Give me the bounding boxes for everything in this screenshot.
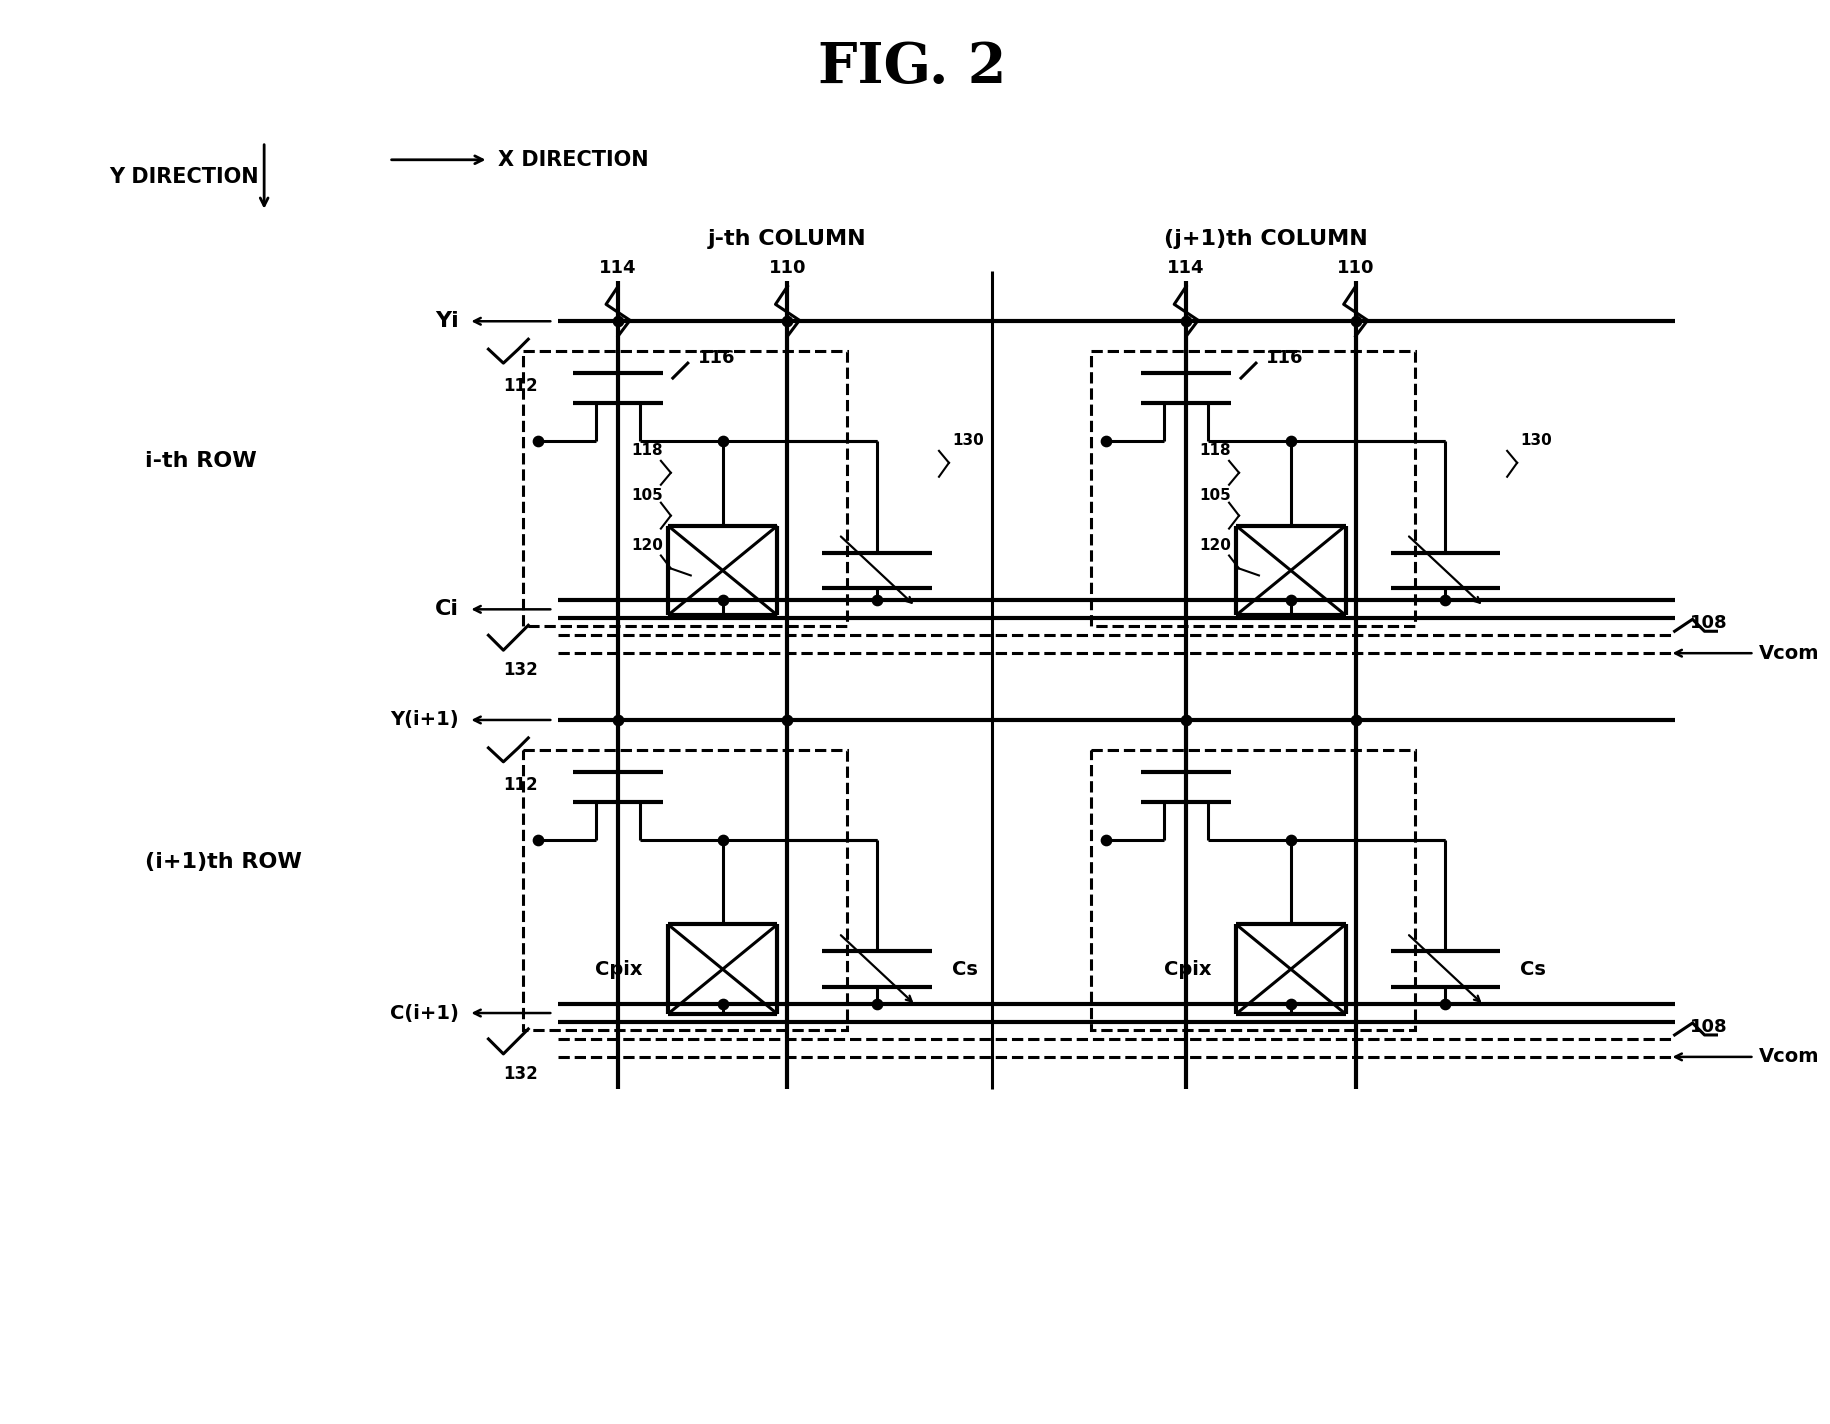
Text: Vcom: Vcom bbox=[1759, 644, 1819, 662]
Text: Yi: Yi bbox=[436, 312, 459, 332]
Text: (i+1)th ROW: (i+1)th ROW bbox=[145, 852, 302, 871]
Text: 120: 120 bbox=[631, 538, 662, 553]
Bar bbox=[523, 750, 847, 1030]
Text: 108: 108 bbox=[1689, 1018, 1728, 1037]
Text: 132: 132 bbox=[503, 661, 538, 679]
Text: FIG. 2: FIG. 2 bbox=[818, 40, 1006, 94]
Text: 105: 105 bbox=[631, 488, 662, 503]
Text: X DIRECTION: X DIRECTION bbox=[498, 150, 650, 169]
Text: Cs: Cs bbox=[1521, 960, 1546, 978]
Point bbox=[1276, 829, 1305, 852]
Text: 110: 110 bbox=[769, 259, 807, 278]
Point bbox=[708, 430, 737, 453]
Point bbox=[1276, 590, 1305, 612]
Bar bbox=[1091, 352, 1415, 627]
Point bbox=[523, 829, 553, 852]
Bar bbox=[523, 352, 847, 627]
Text: 130: 130 bbox=[952, 433, 985, 449]
Text: 120: 120 bbox=[1199, 538, 1232, 553]
Text: 116: 116 bbox=[697, 349, 736, 367]
Text: C(i+1): C(i+1) bbox=[390, 1004, 459, 1022]
Text: j-th COLUMN: j-th COLUMN bbox=[708, 228, 867, 249]
Point bbox=[604, 310, 633, 333]
Text: Y DIRECTION: Y DIRECTION bbox=[110, 167, 260, 187]
Text: Cpix: Cpix bbox=[595, 960, 642, 978]
Point bbox=[708, 590, 737, 612]
Text: Vcom: Vcom bbox=[1759, 1048, 1819, 1067]
Point bbox=[708, 993, 737, 1015]
Text: 114: 114 bbox=[598, 259, 637, 278]
Point bbox=[1341, 310, 1371, 333]
Point bbox=[862, 993, 891, 1015]
Text: 118: 118 bbox=[1199, 443, 1232, 459]
Point bbox=[1431, 590, 1460, 612]
Text: 112: 112 bbox=[503, 776, 538, 793]
Point bbox=[1171, 709, 1200, 732]
Text: (j+1)th COLUMN: (j+1)th COLUMN bbox=[1164, 228, 1367, 249]
Point bbox=[1093, 430, 1122, 453]
Text: Cpix: Cpix bbox=[1164, 960, 1211, 978]
Text: Ci: Ci bbox=[434, 600, 459, 619]
Point bbox=[1431, 993, 1460, 1015]
Text: 105: 105 bbox=[1199, 488, 1232, 503]
Point bbox=[523, 430, 553, 453]
Point bbox=[1341, 709, 1371, 732]
Text: i-th ROW: i-th ROW bbox=[145, 451, 256, 471]
Point bbox=[862, 590, 891, 612]
Point bbox=[1171, 310, 1200, 333]
Text: 112: 112 bbox=[503, 377, 538, 394]
Point bbox=[708, 829, 737, 852]
Point bbox=[772, 709, 802, 732]
Text: 114: 114 bbox=[1168, 259, 1204, 278]
Point bbox=[1276, 430, 1305, 453]
Point bbox=[1276, 993, 1305, 1015]
Text: Y(i+1): Y(i+1) bbox=[390, 711, 459, 729]
Point bbox=[772, 310, 802, 333]
Text: 116: 116 bbox=[1266, 349, 1303, 367]
Text: 130: 130 bbox=[1521, 433, 1552, 449]
Text: 108: 108 bbox=[1689, 614, 1728, 632]
Point bbox=[604, 709, 633, 732]
Text: 132: 132 bbox=[503, 1065, 538, 1082]
Point bbox=[1093, 829, 1122, 852]
Text: Cs: Cs bbox=[952, 960, 977, 978]
Text: 110: 110 bbox=[1338, 259, 1374, 278]
Bar bbox=[1091, 750, 1415, 1030]
Text: 118: 118 bbox=[631, 443, 662, 459]
